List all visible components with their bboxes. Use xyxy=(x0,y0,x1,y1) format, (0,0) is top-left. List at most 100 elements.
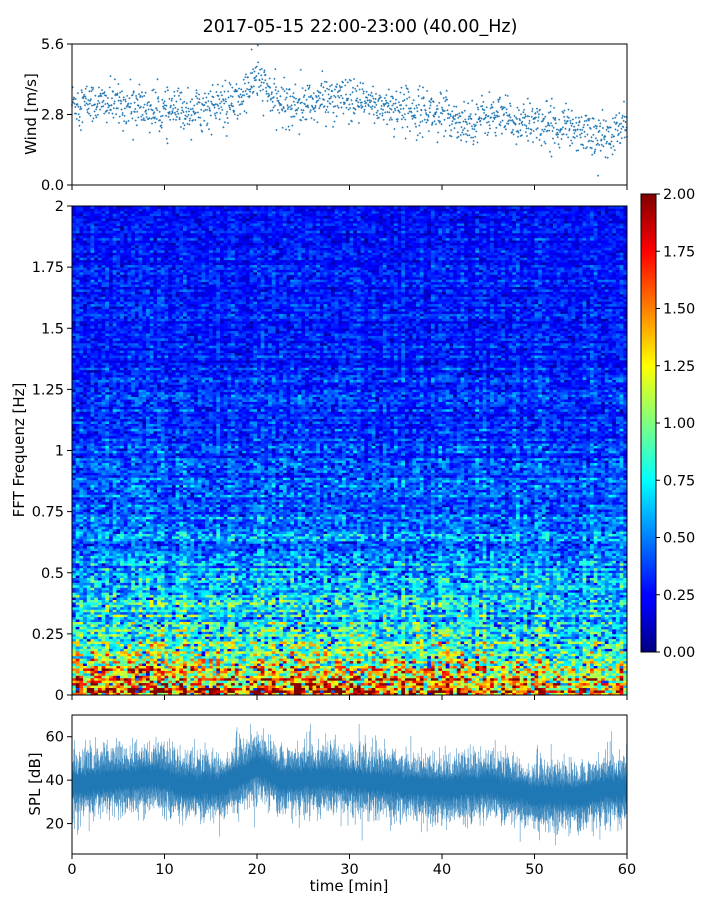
heatmap-cell xyxy=(475,673,480,676)
heatmap-cell xyxy=(131,619,136,622)
heatmap-cell xyxy=(120,624,125,627)
heatmap-cell xyxy=(519,621,524,625)
heatmap-cell xyxy=(305,621,310,625)
heatmap-cell xyxy=(590,655,595,659)
heatmap-cell xyxy=(168,636,173,640)
heatmap-cell xyxy=(504,638,509,642)
heatmap-cell xyxy=(582,650,587,654)
heatmap-cell xyxy=(460,628,465,632)
heatmap-cell xyxy=(516,628,521,632)
heatmap-cell xyxy=(453,650,458,654)
heatmap-cell xyxy=(334,643,339,647)
heatmap-cell xyxy=(205,670,210,674)
heatmap-cell xyxy=(575,658,580,662)
heatmap-cell xyxy=(586,687,591,691)
heatmap-cell xyxy=(545,670,550,674)
heatmap-cell xyxy=(479,619,484,622)
heatmap-cell xyxy=(564,646,569,649)
heatmap-cell xyxy=(386,685,391,689)
heatmap-cell xyxy=(112,621,117,625)
heatmap-cell xyxy=(197,658,202,662)
heatmap-cell xyxy=(549,648,554,652)
heatmap-cell xyxy=(171,619,176,622)
heatmap-cell xyxy=(131,628,136,632)
heatmap-cell xyxy=(586,692,591,696)
heatmap-cell xyxy=(501,690,506,693)
heatmap-cell xyxy=(519,692,524,696)
heatmap-cell xyxy=(623,692,628,696)
heatmap-cell xyxy=(327,663,332,667)
heatmap-cell xyxy=(538,675,543,679)
heatmap-cell xyxy=(83,663,88,667)
heatmap-cell xyxy=(142,665,147,669)
heatmap-cell xyxy=(142,638,147,642)
heatmap-cell xyxy=(567,650,572,654)
heatmap-cell xyxy=(460,690,465,693)
heatmap-cell xyxy=(345,633,350,637)
heatmap-cell xyxy=(212,690,217,693)
heatmap-cell xyxy=(153,665,158,669)
heatmap-cell xyxy=(131,633,136,637)
heatmap-cell xyxy=(149,626,154,630)
heatmap-cell xyxy=(201,614,206,618)
heatmap-cell xyxy=(153,663,158,667)
heatmap-cell xyxy=(327,641,332,644)
heatmap-cell xyxy=(464,690,469,693)
heatmap-cell xyxy=(593,682,598,686)
heatmap-cell xyxy=(101,653,106,657)
heatmap-cell xyxy=(75,655,80,659)
heatmap-cell xyxy=(619,655,624,659)
heatmap-cell xyxy=(508,680,513,684)
heatmap-cell xyxy=(149,665,154,669)
heatmap-cell xyxy=(275,624,280,627)
heatmap-cell xyxy=(493,682,498,686)
heatmap-cell xyxy=(109,668,114,671)
heatmap-cell xyxy=(245,687,250,691)
heatmap-cell xyxy=(268,663,273,667)
heatmap-cell xyxy=(575,643,580,647)
heatmap-cell xyxy=(582,675,587,679)
heatmap-cell xyxy=(131,682,136,686)
heatmap-cell xyxy=(516,665,521,669)
heatmap-cell xyxy=(512,685,517,689)
heatmap-cell xyxy=(460,677,465,681)
heatmap-cell xyxy=(171,680,176,684)
heatmap-cell xyxy=(538,687,543,691)
heatmap-cell xyxy=(134,624,139,627)
heatmap-cell xyxy=(560,641,565,644)
heatmap-cell xyxy=(523,658,528,662)
heatmap-cell xyxy=(86,648,91,652)
heatmap-cell xyxy=(238,636,243,640)
heatmap-cell xyxy=(423,668,428,671)
heatmap-cell xyxy=(541,624,546,627)
heatmap-cell xyxy=(231,675,236,679)
heatmap-cell xyxy=(327,677,332,681)
heatmap-cell xyxy=(590,619,595,622)
heatmap-cell xyxy=(264,673,269,676)
heatmap-cell xyxy=(142,687,147,691)
heatmap-cell xyxy=(353,624,358,627)
heatmap-cell xyxy=(582,628,587,632)
heatmap-cell xyxy=(186,655,191,659)
heatmap-cell xyxy=(493,633,498,637)
heatmap-cell xyxy=(412,646,417,649)
heatmap-cell xyxy=(353,628,358,632)
heatmap-cell xyxy=(275,687,280,691)
heatmap-cell xyxy=(227,631,232,635)
heatmap-cell xyxy=(442,668,447,671)
heatmap-cell xyxy=(94,633,99,637)
heatmap-cell xyxy=(168,673,173,676)
heatmap-cell xyxy=(301,624,306,627)
heatmap-cell xyxy=(253,614,258,618)
heatmap-cell xyxy=(582,648,587,652)
heatmap-cell xyxy=(393,675,398,679)
heatmap-cell xyxy=(282,646,287,649)
heatmap-cell xyxy=(601,690,606,693)
heatmap-cell xyxy=(623,646,628,649)
heatmap-cell xyxy=(327,680,332,684)
heatmap-cell xyxy=(186,692,191,696)
heatmap-cell xyxy=(94,675,99,679)
heatmap-cell xyxy=(349,624,354,627)
heatmap-cell xyxy=(416,641,421,644)
heatmap-cell xyxy=(149,660,154,664)
